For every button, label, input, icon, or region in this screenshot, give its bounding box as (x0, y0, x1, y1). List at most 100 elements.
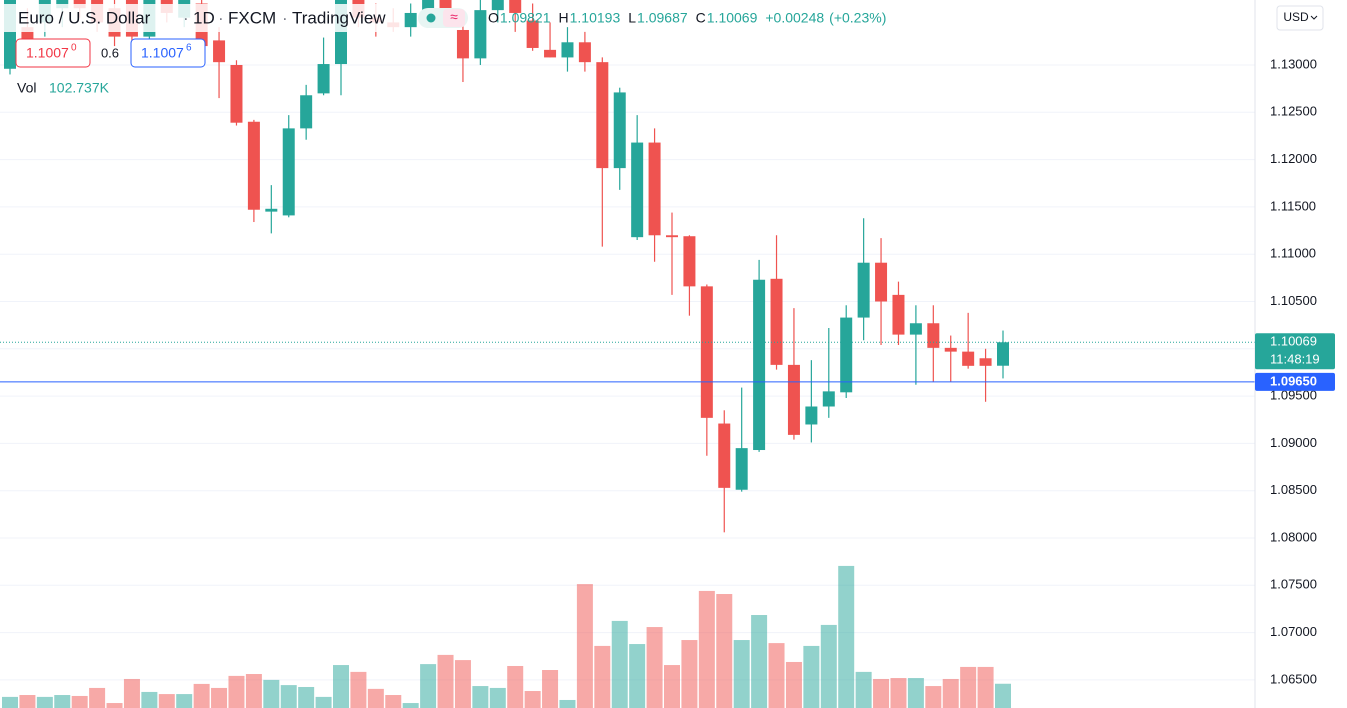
volume-bar (576, 584, 593, 708)
volume-bar (542, 670, 559, 708)
candle-body (526, 20, 539, 48)
ohlc-value: 1.10069 (707, 10, 758, 26)
volume-bar (524, 691, 541, 708)
candle-body (787, 364, 800, 435)
ohlc-value: 1.09821 (500, 10, 551, 26)
spread: 0.6 (101, 45, 119, 60)
candle-body (596, 62, 609, 169)
y-tick-label: 1.11000 (1270, 246, 1316, 261)
volume-bar (785, 661, 802, 708)
volume-bar (2, 696, 18, 708)
ohlc-key: O (488, 10, 499, 26)
currency[interactable]: USD (1283, 10, 1309, 24)
candle-body (735, 448, 748, 490)
platform: TradingView (292, 8, 386, 27)
volume-bar (489, 687, 506, 708)
candle-body (666, 235, 678, 238)
candle-body (770, 278, 783, 365)
candle-body (247, 121, 260, 210)
y-tick-label: 1.07000 (1270, 624, 1317, 639)
candle-body (300, 95, 313, 129)
vol-key: Vol (17, 80, 36, 96)
dot: · (218, 8, 224, 27)
volume-bar (89, 687, 106, 708)
candle-body (944, 347, 957, 352)
volume-bar (437, 654, 454, 708)
volume-bar (472, 686, 489, 708)
source: FXCM (228, 8, 276, 27)
candle-body (700, 286, 713, 418)
volume-bar (193, 683, 210, 708)
sell-button[interactable] (15, 38, 91, 68)
volume-bar (681, 640, 698, 708)
candle-body (317, 64, 330, 94)
volume-bar (559, 699, 576, 708)
volume-bar (245, 674, 262, 708)
candle-body (613, 92, 626, 169)
volume-bar (646, 627, 663, 708)
price-axis: 1.06500 1.07000 1.07500 1.08000 1.08500 1.090… (1255, 56, 1335, 686)
volume-bar (925, 686, 942, 708)
candle-body (561, 42, 574, 58)
volume-bar (855, 671, 872, 708)
volume-bar (350, 671, 367, 708)
volume-bar (942, 678, 959, 708)
candle-body (474, 10, 487, 59)
sell-price[interactable]: 1.1007 (26, 45, 69, 61)
buy-price[interactable]: 1.1007 (141, 45, 184, 61)
volume-bar (315, 696, 332, 708)
candle-body (753, 279, 766, 451)
volume-bar (611, 620, 628, 708)
volume-bar (733, 640, 750, 708)
volume-bar (141, 691, 158, 708)
candle-body (282, 128, 295, 216)
volume-bar (280, 685, 297, 708)
y-tick-label: 1.08500 (1270, 482, 1317, 497)
buy-button[interactable] (130, 38, 206, 68)
y-tick-label: 1.12500 (1270, 104, 1317, 119)
candle-body (21, 27, 34, 47)
y-tick-label: 1.13000 (1270, 56, 1317, 71)
volume-bar (907, 678, 924, 708)
last-price-box (1255, 333, 1335, 370)
volume-bar (228, 675, 245, 708)
volume-bar (298, 686, 315, 708)
volume-bar (36, 696, 53, 708)
currency-button[interactable] (1276, 5, 1324, 31)
y-tick-label: 1.09500 (1270, 388, 1317, 403)
candle-body (404, 12, 417, 28)
volume-bar (820, 624, 837, 708)
candle-body (491, 0, 504, 11)
volume-bar (977, 666, 994, 708)
volume-bar (123, 678, 140, 708)
volume-bar (768, 643, 785, 708)
candle-body (544, 49, 557, 58)
volume-bar (333, 665, 349, 708)
candle-body (822, 391, 835, 407)
candle-body (875, 262, 888, 302)
buy-price-pip[interactable]: 6 (186, 43, 192, 54)
volume-bar (960, 666, 977, 708)
delay-icon-glyph: ≈ (450, 9, 458, 25)
ohlc-value: 1.10193 (570, 10, 621, 26)
y-tick-label: 1.09000 (1270, 435, 1317, 450)
sell-price-pip[interactable]: 0 (71, 43, 77, 54)
volume-bar (716, 594, 733, 708)
candle-body (718, 423, 731, 488)
vol-value: 102.737K (49, 80, 110, 96)
interval: 1D (193, 8, 215, 27)
countdown: 11:48:19 (1270, 352, 1320, 367)
change: +0.00248 (765, 10, 824, 26)
volume-bar (803, 645, 820, 708)
volume-bar (263, 679, 280, 708)
alert-box (1255, 372, 1335, 391)
volume-bar (19, 695, 36, 708)
volume-bar (890, 678, 907, 708)
candle-body (962, 351, 975, 366)
currency-caret[interactable] (1310, 15, 1318, 20)
volume-pane (2, 565, 1011, 708)
alert-label: 1.09650 (1270, 373, 1317, 388)
volume-bar (507, 665, 524, 708)
